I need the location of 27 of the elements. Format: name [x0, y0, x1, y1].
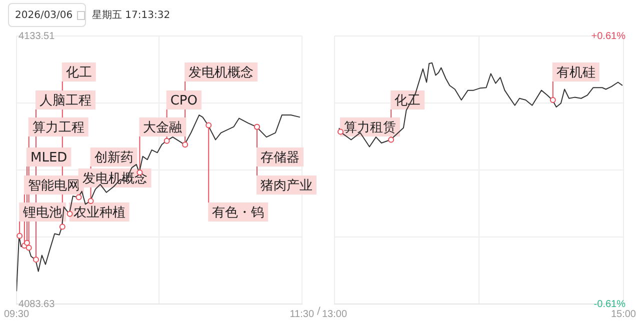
text: / — [317, 306, 320, 318]
annotation: 猪肉产业 — [260, 178, 312, 194]
annotation: 发电机概念 — [188, 65, 254, 80]
annotation: 创新药 — [94, 150, 134, 166]
annotation: 大金融 — [143, 120, 182, 136]
text: 星期五 17:13:32 — [92, 8, 170, 22]
annotation: 化工 — [66, 65, 92, 80]
annotation: 算力租赁 — [344, 120, 396, 136]
annotation: 农业种植 — [73, 205, 126, 220]
x-tick-label: 09:30 — [4, 308, 30, 320]
x-tick-label: 15:00 — [610, 308, 636, 320]
annotation: 存储器 — [260, 150, 300, 166]
annotation: CPO — [170, 93, 198, 108]
text: -0.61% — [594, 298, 626, 310]
y-tick-label: 4083.63 — [18, 298, 56, 310]
annotation: MLED — [30, 150, 68, 166]
annotation: 有色・钨 — [212, 205, 264, 220]
annotation: 有机硅 — [556, 65, 596, 80]
annotation: 算力工程 — [32, 120, 84, 136]
x-tick-label: 13:00 — [322, 308, 348, 320]
annotation: 人脑工程 — [39, 93, 92, 108]
text: +0.61% — [591, 30, 626, 42]
text: 2026/03/06 — [15, 10, 73, 20]
y-tick-label: 4133.51 — [18, 30, 56, 42]
annotation: 锂电池 — [22, 205, 62, 220]
annotation: 智能电网 — [28, 178, 80, 194]
x-tick-label: 11:30 — [290, 308, 314, 320]
